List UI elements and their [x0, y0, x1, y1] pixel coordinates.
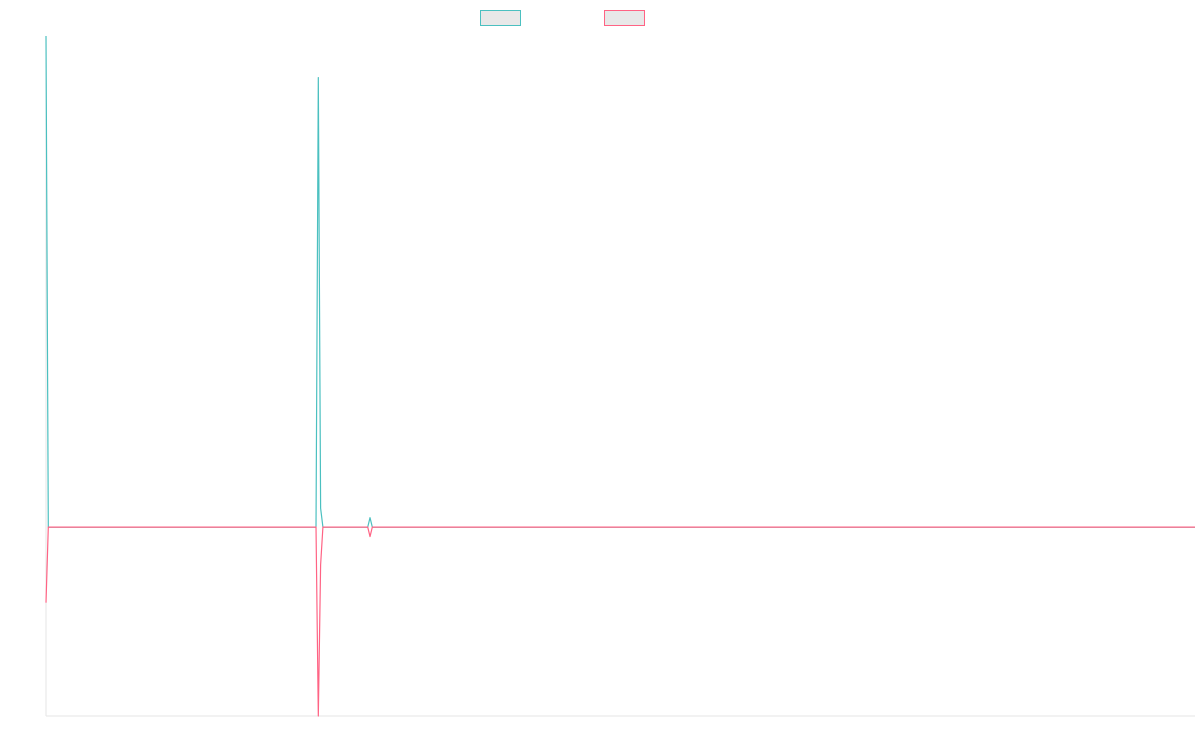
legend-swatch-1[interactable]	[480, 10, 521, 26]
legend	[480, 10, 645, 26]
legend-swatch-2[interactable]	[604, 10, 645, 26]
axes	[45, 36, 1195, 717]
series-layer	[45, 35, 1195, 717]
series-line-2	[45, 526, 1195, 717]
series-line-1	[45, 35, 1195, 528]
